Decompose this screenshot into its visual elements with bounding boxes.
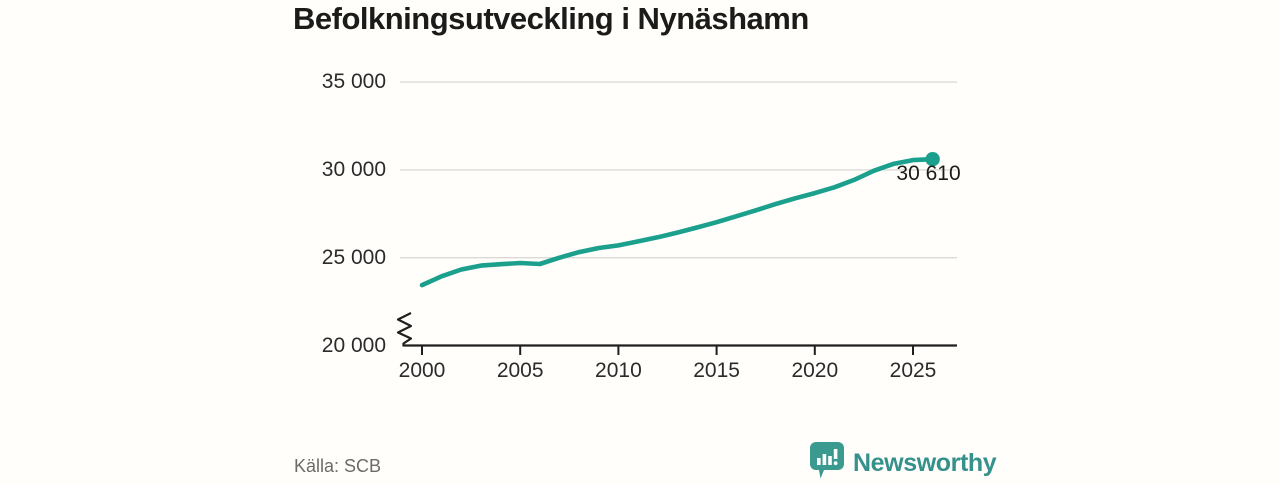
y-axis-tick-label: 30 000 [321, 157, 386, 181]
x-axis-tick-label: 2010 [595, 359, 642, 382]
x-axis-tick-label: 2025 [889, 359, 937, 382]
x-axis-tick-label: 2020 [791, 359, 839, 382]
newsworthy-logo[interactable]: Newsworthy [808, 441, 997, 485]
y-axis-tick-label: 35 000 [321, 70, 386, 94]
x-axis-tick-label: 2000 [398, 359, 446, 382]
y-axis-tick-label: 20 000 [321, 333, 386, 357]
latest-value-label: 30 610 [896, 162, 961, 186]
source-note: Källa: SCB [294, 456, 382, 476]
x-axis-tick-label: 2015 [693, 359, 740, 382]
bar-chart-speech-bubble-icon [808, 441, 845, 485]
x-axis-tick-label: 2005 [496, 359, 544, 382]
newsworthy-wordmark: Newsworthy [853, 449, 997, 477]
y-axis-tick-label: 25 000 [321, 245, 386, 269]
page-title: Befolkningsutveckling i Nynäshamn [293, 1, 809, 36]
